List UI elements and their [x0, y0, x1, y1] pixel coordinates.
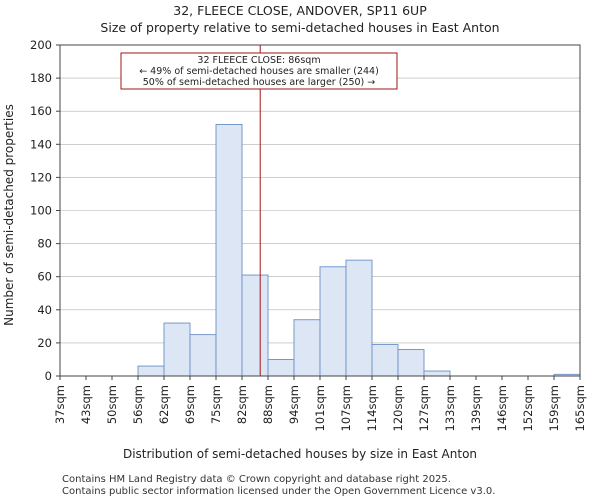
x-tick-label-152sqm: 152sqm	[521, 385, 535, 431]
bar-114sqm	[371, 344, 399, 377]
footer-line-1: Contains HM Land Registry data © Crown c…	[62, 474, 451, 485]
x-tick-label-94sqm: 94sqm	[287, 385, 301, 424]
bar-82sqm	[241, 274, 269, 377]
bar-56sqm	[137, 365, 165, 377]
y-tick-label-80: 80	[37, 237, 52, 251]
plot-frame	[59, 44, 581, 377]
bar-69sqm	[189, 334, 217, 377]
y-axis-ticks: 0 20 40 60 80 100 120 140 160 180 200	[30, 38, 60, 383]
x-axis-label: Distribution of semi-detached houses by …	[123, 447, 477, 461]
x-tick-label-56sqm: 56sqm	[131, 385, 145, 424]
x-tick-label-139sqm: 139sqm	[469, 385, 483, 431]
annotation-line-1: 32 FLEECE CLOSE: 86sqm	[197, 55, 320, 66]
x-tick-label-62sqm: 62sqm	[157, 385, 171, 424]
x-tick-label-133sqm: 133sqm	[443, 385, 457, 431]
bar-127sqm	[423, 370, 451, 377]
y-tick-label-20: 20	[37, 336, 52, 350]
y-tick-label-140: 140	[30, 137, 52, 151]
annotation-line-2: ← 49% of semi-detached houses are smalle…	[139, 66, 379, 77]
x-tick-label-37sqm: 37sqm	[53, 385, 67, 424]
x-tick-label-88sqm: 88sqm	[261, 385, 275, 424]
annotation-frame	[120, 52, 398, 90]
bar-107sqm	[345, 259, 373, 377]
x-tick-label-127sqm: 127sqm	[417, 385, 431, 431]
chart-subtitle: Size of property relative to semi-detach…	[100, 20, 499, 35]
y-tick-label-160: 160	[30, 104, 52, 118]
y-tick-label-40: 40	[37, 303, 52, 317]
x-tick-label-114sqm: 114sqm	[365, 385, 379, 431]
x-tick-label-50sqm: 50sqm	[105, 385, 119, 424]
x-tick-label-43sqm: 43sqm	[79, 385, 93, 424]
x-tick-label-146sqm: 146sqm	[495, 385, 509, 431]
y-tick-label-60: 60	[37, 270, 52, 284]
x-tick-label-75sqm: 75sqm	[209, 385, 223, 424]
y-tick-label-100: 100	[30, 204, 52, 218]
bar-62sqm	[163, 322, 191, 377]
x-tick-label-159sqm: 159sqm	[547, 385, 561, 431]
y-axis-label: Number of semi-detached properties	[2, 104, 16, 326]
x-tick-label-120sqm: 120sqm	[391, 385, 405, 431]
x-axis-ticks: 37sqm 43sqm 50sqm 56sqm 62sqm 69sqm 75sqm 82sqm…	[53, 376, 587, 431]
bar-94sqm	[293, 319, 321, 377]
x-tick-label-82sqm: 82sqm	[235, 385, 249, 424]
x-tick-label-165sqm: 165sqm	[573, 385, 587, 431]
bar-88sqm	[267, 359, 295, 377]
footer-line-2: Contains public sector information licen…	[62, 486, 495, 497]
annotation-line-3: 50% of semi-detached houses are larger (…	[143, 77, 376, 88]
chart-title: 32, FLEECE CLOSE, ANDOVER, SP11 6UP	[173, 3, 427, 18]
y-tick-label-180: 180	[30, 71, 52, 85]
y-tick-label-0: 0	[45, 369, 52, 383]
x-tick-label-69sqm: 69sqm	[183, 385, 197, 424]
x-tick-label-101sqm: 101sqm	[313, 385, 327, 431]
bar-75sqm	[215, 123, 243, 377]
annotation-box: 32 FLEECE CLOSE: 86sqm ← 49% of semi-det…	[120, 52, 398, 90]
bar-120sqm	[397, 349, 425, 377]
bar-101sqm	[319, 266, 347, 377]
x-tick-label-107sqm: 107sqm	[339, 385, 353, 431]
bars-group	[137, 123, 581, 377]
y-tick-label-120: 120	[30, 170, 52, 184]
y-tick-label-200: 200	[30, 38, 52, 52]
